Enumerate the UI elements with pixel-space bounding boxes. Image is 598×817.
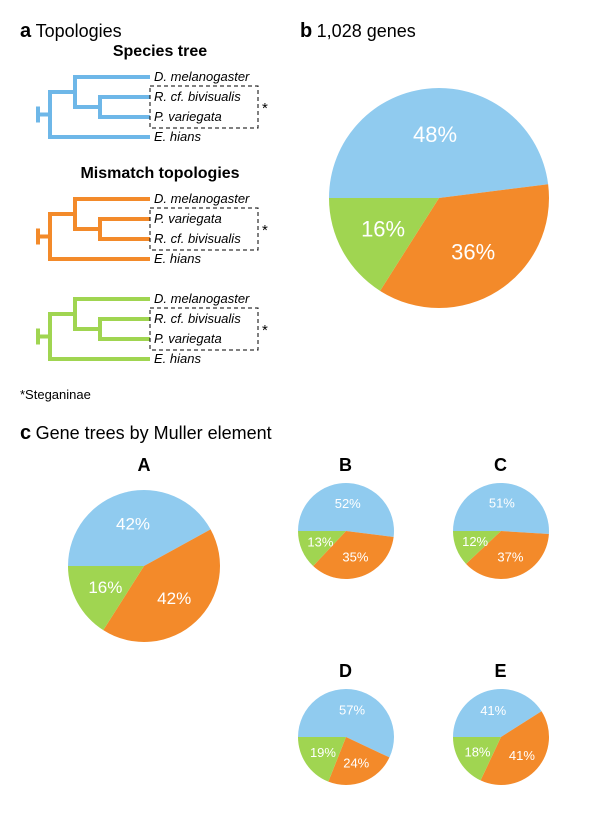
pie-B-svg: 52% 35% 13% [291, 476, 401, 586]
panel-b: b 1,028 genes 48% 36% 16% [300, 20, 578, 402]
svg-text:41%: 41% [480, 703, 506, 718]
svg-text:*: * [262, 100, 268, 117]
pie-D-svg: 57% 24% 19% [291, 682, 401, 792]
svg-text:*: * [262, 222, 268, 239]
svg-text:48%: 48% [413, 122, 457, 147]
svg-text:42%: 42% [116, 514, 150, 533]
mismatch-heading: Mismatch topologies [20, 165, 300, 183]
svg-text:*: * [262, 322, 268, 339]
muller-A-label: A [20, 455, 268, 476]
muller-D-col: D 57% 24% 19% [268, 661, 423, 797]
muller-D-label: D [268, 661, 423, 682]
muller-E-col: E 41% 41% 18% [423, 661, 578, 797]
pie-E-svg: 41% 41% 18% [446, 682, 556, 792]
panel-b-letter: b [300, 20, 312, 42]
muller-C-col: C 51% 37% 12% [423, 455, 578, 591]
pie-C-svg: 51% 37% 12% [446, 476, 556, 586]
panel-b-header: b 1,028 genes [300, 20, 578, 43]
muller-B-label: B [268, 455, 423, 476]
panel-b-title: 1,028 genes [317, 21, 416, 41]
muller-B-col: B 52% 35% 13% [268, 455, 423, 591]
svg-text:R. cf. bivisualis: R. cf. bivisualis [154, 89, 241, 104]
species-tree-block: Species tree D. melanogaster R. cf. bivis… [20, 43, 300, 155]
muller-E-label: E [423, 661, 578, 682]
svg-text:R. cf. bivisualis: R. cf. bivisualis [154, 231, 241, 246]
panel-c-title: Gene trees by Muller element [36, 423, 272, 443]
panel-a-title: Topologies [36, 21, 122, 41]
svg-text:16%: 16% [88, 578, 122, 597]
svg-text:16%: 16% [361, 216, 405, 241]
panel-c-letter: c [20, 422, 31, 444]
row-ab: a Topologies Species tree D. melanogaste… [20, 20, 578, 402]
svg-text:42%: 42% [157, 589, 191, 608]
svg-text:24%: 24% [343, 755, 369, 770]
svg-text:E. hians: E. hians [154, 129, 201, 144]
svg-text:36%: 36% [451, 240, 495, 265]
mismatch-tree-2-svg: D. melanogaster R. cf. bivisualis P. varie… [20, 287, 280, 377]
svg-text:D. melanogaster: D. melanogaster [154, 291, 250, 306]
muller-row-1: A 42% 42% 16% B 52% 35% 13% C 51% 37% 12% [20, 455, 578, 661]
pie-b-svg: 48% 36% 16% [314, 73, 564, 323]
svg-text:41%: 41% [508, 748, 534, 763]
panel-a: a Topologies Species tree D. melanogaste… [20, 20, 300, 402]
svg-text:R. cf. bivisualis: R. cf. bivisualis [154, 311, 241, 326]
svg-text:12%: 12% [462, 534, 488, 549]
svg-text:E. hians: E. hians [154, 251, 201, 266]
mismatch-tree-1-block: D. melanogaster P. variegata R. cf. bivisu… [20, 187, 300, 277]
steganinae-footnote: *Steganinae [20, 387, 300, 402]
panel-a-header: a Topologies [20, 20, 300, 43]
svg-text:57%: 57% [339, 702, 365, 717]
muller-A-col: A 42% 42% 16% [20, 455, 268, 661]
panel-c-header: c Gene trees by Muller element [20, 422, 578, 445]
species-tree-svg: D. melanogaster R. cf. bivisualis P. varie… [20, 65, 280, 155]
svg-text:13%: 13% [307, 535, 333, 550]
svg-text:52%: 52% [334, 496, 360, 511]
svg-text:D. melanogaster: D. melanogaster [154, 191, 250, 206]
svg-text:19%: 19% [309, 745, 335, 760]
svg-text:P. variegata: P. variegata [154, 211, 222, 226]
svg-text:E. hians: E. hians [154, 351, 201, 366]
svg-text:51%: 51% [488, 496, 514, 511]
svg-text:P. variegata: P. variegata [154, 331, 222, 346]
mismatch-tree-1-svg: D. melanogaster P. variegata R. cf. bivisu… [20, 187, 280, 277]
pie-b-container: 48% 36% 16% [300, 73, 578, 328]
mismatch-tree-2-block: D. melanogaster R. cf. bivisualis P. varie… [20, 287, 300, 377]
muller-row-2: D 57% 24% 19% E 41% 41% 18% [20, 661, 578, 797]
species-tree-heading: Species tree [20, 43, 300, 61]
pie-A-svg: 42% 42% 16% [54, 476, 234, 656]
muller-C-label: C [423, 455, 578, 476]
svg-text:18%: 18% [464, 744, 490, 759]
svg-text:P. variegata: P. variegata [154, 109, 222, 124]
svg-text:35%: 35% [342, 550, 368, 565]
panel-a-letter: a [20, 20, 31, 42]
svg-text:D. melanogaster: D. melanogaster [154, 69, 250, 84]
svg-text:37%: 37% [497, 550, 523, 565]
panel-c: c Gene trees by Muller element A 42% 42% 1… [20, 422, 578, 797]
